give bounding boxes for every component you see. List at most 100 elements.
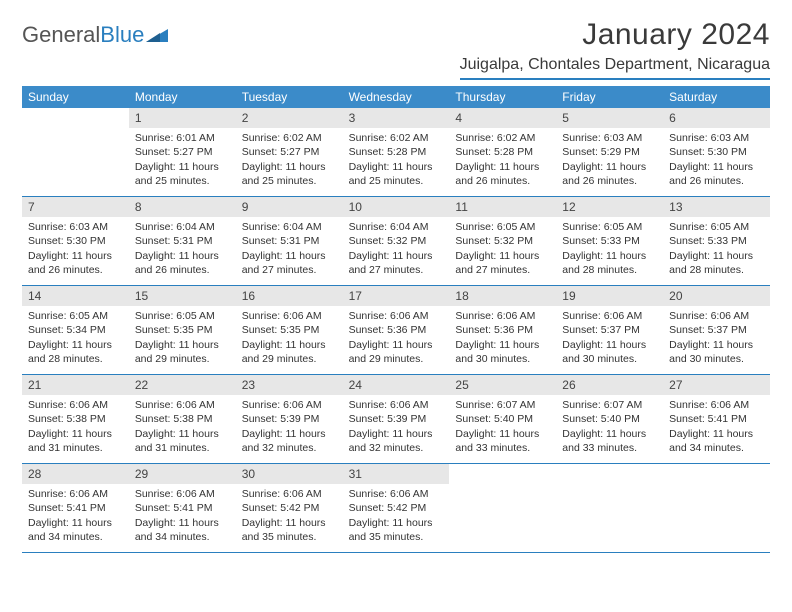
day-body: Sunrise: 6:07 AMSunset: 5:40 PMDaylight:… [449,395,556,459]
day-dl1: Daylight: 11 hours [562,427,657,441]
day-number: 7 [22,197,129,217]
day-dl2: and 30 minutes. [669,352,764,366]
day-body: Sunrise: 6:04 AMSunset: 5:32 PMDaylight:… [343,217,450,281]
day-sr: Sunrise: 6:06 AM [562,309,657,323]
day-dl2: and 34 minutes. [669,441,764,455]
day-dl1: Daylight: 11 hours [349,160,444,174]
day-number: 30 [236,464,343,484]
day-sr: Sunrise: 6:06 AM [349,487,444,501]
day-cell: 28Sunrise: 6:06 AMSunset: 5:41 PMDayligh… [22,464,129,552]
day-cell: 3Sunrise: 6:02 AMSunset: 5:28 PMDaylight… [343,108,450,196]
day-dl1: Daylight: 11 hours [242,160,337,174]
day-dl1: Daylight: 11 hours [135,249,230,263]
day-ss: Sunset: 5:29 PM [562,145,657,159]
day-body: Sunrise: 6:06 AMSunset: 5:38 PMDaylight:… [22,395,129,459]
day-body: Sunrise: 6:06 AMSunset: 5:38 PMDaylight:… [129,395,236,459]
header: GeneralBlue January 2024 Juigalpa, Chont… [22,18,770,80]
day-sr: Sunrise: 6:06 AM [455,309,550,323]
day-number: 8 [129,197,236,217]
day-number: 31 [343,464,450,484]
day-body: Sunrise: 6:07 AMSunset: 5:40 PMDaylight:… [556,395,663,459]
day-dl2: and 26 minutes. [28,263,123,277]
day-cell [556,464,663,552]
day-sr: Sunrise: 6:06 AM [28,487,123,501]
day-body: Sunrise: 6:05 AMSunset: 5:33 PMDaylight:… [663,217,770,281]
week-row: 1Sunrise: 6:01 AMSunset: 5:27 PMDaylight… [22,108,770,197]
day-sr: Sunrise: 6:06 AM [669,398,764,412]
day-dl1: Daylight: 11 hours [242,338,337,352]
day-ss: Sunset: 5:27 PM [242,145,337,159]
day-dl1: Daylight: 11 hours [455,427,550,441]
day-sr: Sunrise: 6:02 AM [242,131,337,145]
day-ss: Sunset: 5:41 PM [669,412,764,426]
month-title: January 2024 [460,18,770,52]
day-number: 19 [556,286,663,306]
day-body: Sunrise: 6:06 AMSunset: 5:39 PMDaylight:… [236,395,343,459]
day-cell: 27Sunrise: 6:06 AMSunset: 5:41 PMDayligh… [663,375,770,463]
day-dl2: and 27 minutes. [349,263,444,277]
day-body: Sunrise: 6:06 AMSunset: 5:41 PMDaylight:… [22,484,129,548]
day-dl2: and 27 minutes. [242,263,337,277]
day-body: Sunrise: 6:02 AMSunset: 5:28 PMDaylight:… [343,128,450,192]
day-cell: 30Sunrise: 6:06 AMSunset: 5:42 PMDayligh… [236,464,343,552]
day-cell: 2Sunrise: 6:02 AMSunset: 5:27 PMDaylight… [236,108,343,196]
day-ss: Sunset: 5:41 PM [135,501,230,515]
location-subtitle: Juigalpa, Chontales Department, Nicaragu… [460,56,770,80]
day-dl1: Daylight: 11 hours [242,249,337,263]
day-number: 4 [449,108,556,128]
day-cell: 25Sunrise: 6:07 AMSunset: 5:40 PMDayligh… [449,375,556,463]
day-dl1: Daylight: 11 hours [669,160,764,174]
day-ss: Sunset: 5:28 PM [349,145,444,159]
day-number: 22 [129,375,236,395]
day-ss: Sunset: 5:30 PM [669,145,764,159]
day-ss: Sunset: 5:42 PM [349,501,444,515]
day-sr: Sunrise: 6:04 AM [135,220,230,234]
day-ss: Sunset: 5:36 PM [349,323,444,337]
day-sr: Sunrise: 6:01 AM [135,131,230,145]
day-dl2: and 32 minutes. [349,441,444,455]
weekday-header-row: Sunday Monday Tuesday Wednesday Thursday… [22,86,770,108]
day-number: 5 [556,108,663,128]
day-dl2: and 28 minutes. [669,263,764,277]
day-sr: Sunrise: 6:06 AM [135,487,230,501]
day-cell: 8Sunrise: 6:04 AMSunset: 5:31 PMDaylight… [129,197,236,285]
day-ss: Sunset: 5:40 PM [562,412,657,426]
day-sr: Sunrise: 6:06 AM [669,309,764,323]
day-dl1: Daylight: 11 hours [135,516,230,530]
weekday-wednesday: Wednesday [343,86,450,108]
day-ss: Sunset: 5:38 PM [135,412,230,426]
day-cell: 11Sunrise: 6:05 AMSunset: 5:32 PMDayligh… [449,197,556,285]
day-number: 17 [343,286,450,306]
day-sr: Sunrise: 6:07 AM [455,398,550,412]
day-number: 14 [22,286,129,306]
day-sr: Sunrise: 6:03 AM [562,131,657,145]
day-number: 16 [236,286,343,306]
day-dl2: and 26 minutes. [669,174,764,188]
day-dl1: Daylight: 11 hours [349,338,444,352]
weekday-monday: Monday [129,86,236,108]
day-cell: 1Sunrise: 6:01 AMSunset: 5:27 PMDaylight… [129,108,236,196]
week-row: 14Sunrise: 6:05 AMSunset: 5:34 PMDayligh… [22,286,770,375]
day-dl2: and 30 minutes. [562,352,657,366]
day-body: Sunrise: 6:04 AMSunset: 5:31 PMDaylight:… [236,217,343,281]
day-number: 12 [556,197,663,217]
day-ss: Sunset: 5:34 PM [28,323,123,337]
day-sr: Sunrise: 6:02 AM [349,131,444,145]
day-dl1: Daylight: 11 hours [349,249,444,263]
day-dl2: and 31 minutes. [135,441,230,455]
day-dl1: Daylight: 11 hours [28,338,123,352]
day-cell: 14 Sunrise: 6:05 AMSunset: 5:34 PMDayligh… [22,286,129,374]
day-body: Sunrise: 6:06 AMSunset: 5:36 PMDaylight:… [343,306,450,370]
day-body: Sunrise: 6:06 AMSunset: 5:41 PMDaylight:… [663,395,770,459]
day-number: 28 [22,464,129,484]
day-sr: Sunrise: 6:05 AM [28,309,123,323]
day-ss: Sunset: 5:31 PM [242,234,337,248]
day-sr: Sunrise: 6:04 AM [349,220,444,234]
day-dl1: Daylight: 11 hours [242,427,337,441]
day-cell: 13Sunrise: 6:05 AMSunset: 5:33 PMDayligh… [663,197,770,285]
day-dl2: and 28 minutes. [562,263,657,277]
day-sr: Sunrise: 6:05 AM [455,220,550,234]
day-number: 24 [343,375,450,395]
day-number: 29 [129,464,236,484]
day-body: Sunrise: 6:01 AMSunset: 5:27 PMDaylight:… [129,128,236,192]
